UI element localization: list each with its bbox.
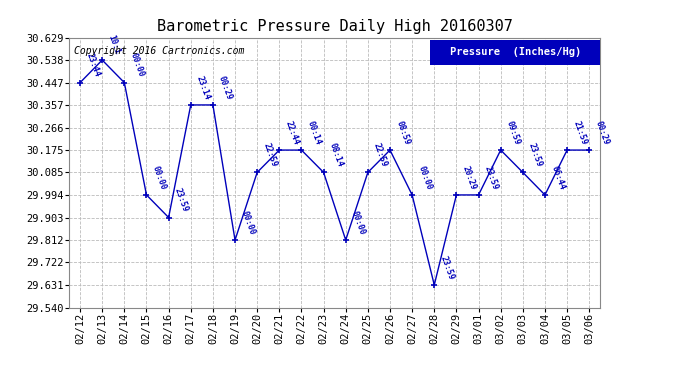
Text: 23:59: 23:59: [527, 142, 544, 168]
Text: 00:00: 00:00: [350, 209, 367, 236]
Text: 09:59: 09:59: [505, 119, 522, 146]
Text: 06:44: 06:44: [549, 164, 566, 191]
Text: 22:59: 22:59: [372, 142, 389, 168]
Text: 00:29: 00:29: [593, 119, 611, 146]
Text: 00:29: 00:29: [217, 74, 234, 101]
Text: 23:59: 23:59: [172, 187, 190, 213]
Text: 23:44: 23:44: [84, 52, 101, 78]
Text: 22:59: 22:59: [262, 142, 278, 168]
Text: 08:14: 08:14: [328, 142, 345, 168]
Text: 23:59: 23:59: [483, 164, 500, 191]
Text: 00:00: 00:00: [150, 164, 168, 191]
Text: 00:00: 00:00: [128, 52, 146, 78]
Text: 21:59: 21:59: [571, 119, 589, 146]
Text: 08:59: 08:59: [394, 119, 411, 146]
Text: 00:00: 00:00: [239, 209, 256, 236]
Text: 23:59: 23:59: [438, 254, 455, 281]
Title: Barometric Pressure Daily High 20160307: Barometric Pressure Daily High 20160307: [157, 18, 513, 33]
Text: 00:00: 00:00: [416, 164, 433, 191]
Text: 20:29: 20:29: [460, 164, 477, 191]
Text: 22:44: 22:44: [284, 119, 300, 146]
Text: Copyright 2016 Cartronics.com: Copyright 2016 Cartronics.com: [75, 46, 245, 56]
Text: 00:14: 00:14: [306, 119, 323, 146]
Text: 23:14: 23:14: [195, 74, 212, 101]
Text: 10:1: 10:1: [106, 34, 121, 56]
